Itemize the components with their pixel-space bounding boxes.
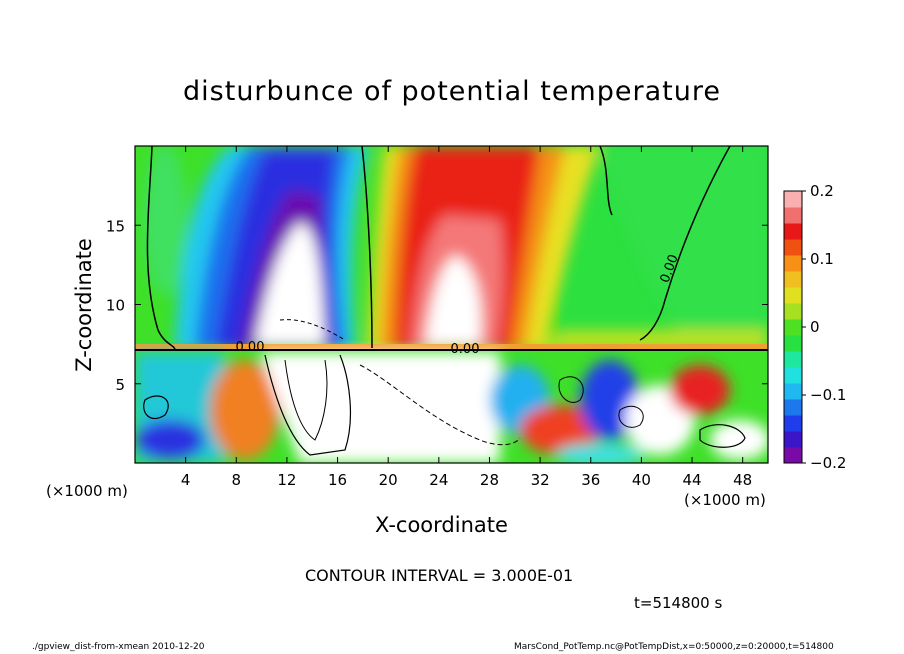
x-unit-label-right: (×1000 m): [684, 491, 766, 509]
x-tick-label: 48: [733, 471, 752, 489]
colorbar-tick-label: −0.1: [810, 386, 846, 404]
chart-title: disturbunce of potential temperature: [183, 76, 721, 107]
colorbar-segment: [784, 399, 802, 416]
colorbar-segment: [784, 287, 802, 304]
x-tick-label: 32: [531, 471, 550, 489]
x-tick-label: 40: [632, 471, 651, 489]
x-tick-label: 36: [581, 471, 600, 489]
contour-label: 0.00: [451, 342, 480, 357]
y-tick-label: 10: [106, 297, 125, 315]
footer-data-source: MarsCond_PotTemp.nc@PotTempDist,x=0:5000…: [514, 642, 834, 652]
contour-interval-text: CONTOUR INTERVAL = 3.000E-01: [305, 566, 574, 585]
colorbar-segment: [784, 383, 802, 400]
colorbar-segment: [784, 431, 802, 448]
x-unit-label-left: (×1000 m): [46, 482, 128, 500]
colorbar-segment: [784, 255, 802, 272]
x-tick-label: 4: [181, 471, 191, 489]
colorbar-tick-label: 0.1: [810, 250, 834, 268]
y-tick-label: 15: [106, 217, 125, 235]
colorbar-segment: [784, 319, 802, 336]
colorbar-segment: [784, 351, 802, 368]
x-tick-label: 8: [232, 471, 242, 489]
footer-script-info: ./gpview_dist-from-xmean 2010-12-20: [32, 642, 205, 652]
time-stamp: t=514800 s: [634, 594, 723, 612]
colorbar-segment: [784, 191, 802, 208]
contour-label: 0.00: [236, 340, 265, 355]
colorbar-segment: [784, 223, 802, 240]
x-tick-label: 24: [429, 471, 448, 489]
colorbar: 0.2 0.1 0 −0.1 −0.2: [783, 182, 846, 472]
colorbar-segment: [784, 415, 802, 432]
y-axis-label: Z-coordinate: [72, 238, 96, 372]
y-tick-label: 5: [115, 376, 125, 394]
x-tick-label: 20: [379, 471, 398, 489]
colorbar-segment: [784, 447, 802, 464]
x-axis-label: X-coordinate: [375, 513, 508, 537]
colorbar-segment: [784, 303, 802, 320]
colorbar-segment: [784, 207, 802, 224]
colorbar-tick-label: 0.2: [810, 182, 834, 200]
heatmap-field: [135, 146, 768, 463]
x-tick-label: 16: [328, 471, 347, 489]
colorbar-segment: [784, 271, 802, 288]
colorbar-tick-label: −0.2: [810, 454, 846, 472]
colorbar-tick-label: 0: [810, 318, 820, 336]
colorbar-segment: [784, 335, 802, 352]
colorbar-segment: [784, 367, 802, 384]
x-tick-label: 28: [480, 471, 499, 489]
colorbar-segment: [784, 239, 802, 256]
x-tick-label: 44: [682, 471, 701, 489]
x-tick-label: 12: [277, 471, 296, 489]
